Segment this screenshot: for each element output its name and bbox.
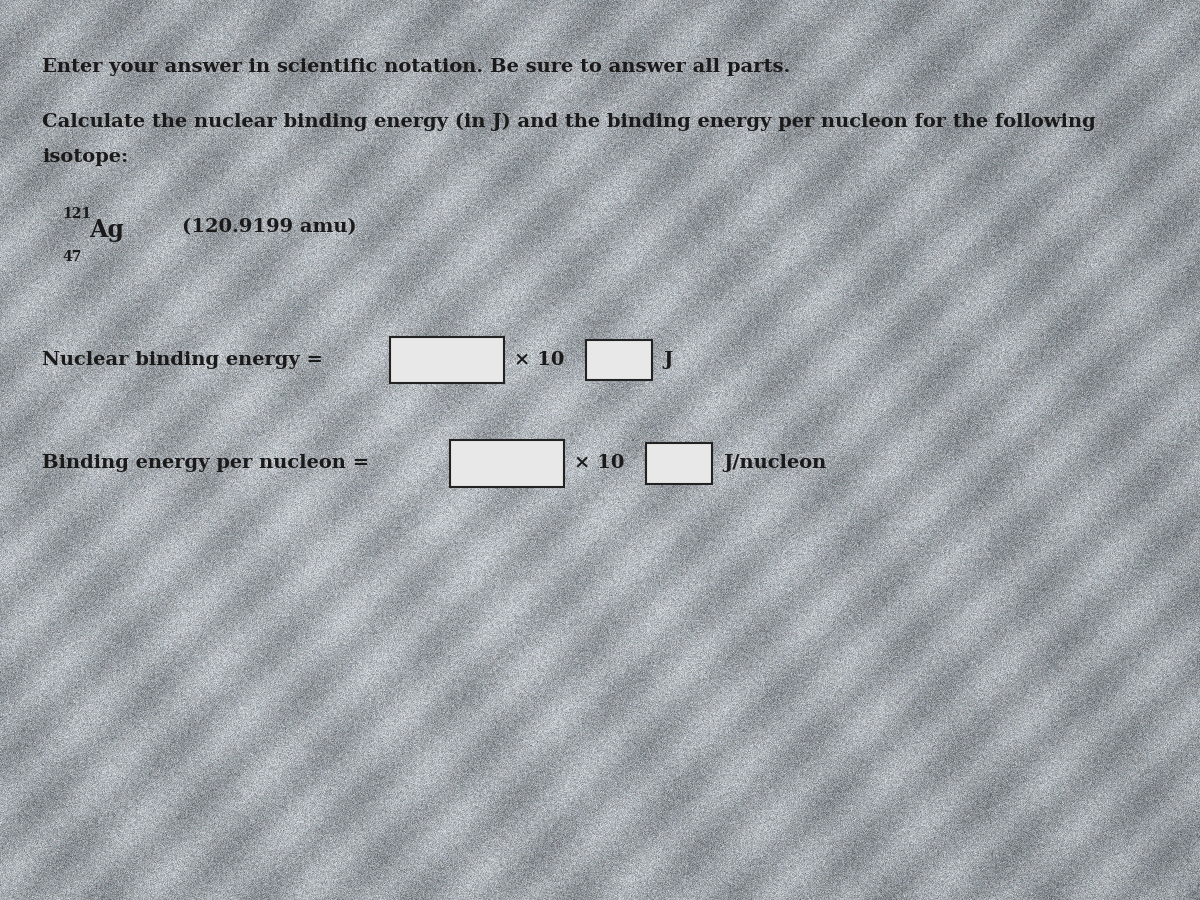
Text: Enter your answer in scientific notation. Be sure to answer all parts.: Enter your answer in scientific notation… [42,58,791,76]
Text: Nuclear binding energy =: Nuclear binding energy = [42,351,323,369]
Text: 121: 121 [62,207,91,221]
Text: 47: 47 [62,250,82,265]
Text: × 10: × 10 [574,454,624,472]
Text: (120.9199 amu): (120.9199 amu) [182,218,358,236]
FancyBboxPatch shape [646,444,712,484]
Text: J: J [664,351,673,369]
FancyBboxPatch shape [586,339,652,380]
Text: Ag: Ag [89,218,124,242]
Text: isotope:: isotope: [42,148,128,166]
FancyBboxPatch shape [450,440,564,487]
FancyBboxPatch shape [390,337,504,383]
Text: Binding energy per nucleon =: Binding energy per nucleon = [42,454,370,472]
Text: J/nucleon: J/nucleon [724,454,827,472]
Text: × 10: × 10 [514,351,564,369]
Text: Calculate the nuclear binding energy (in J) and the binding energy per nucleon f: Calculate the nuclear binding energy (in… [42,112,1096,130]
